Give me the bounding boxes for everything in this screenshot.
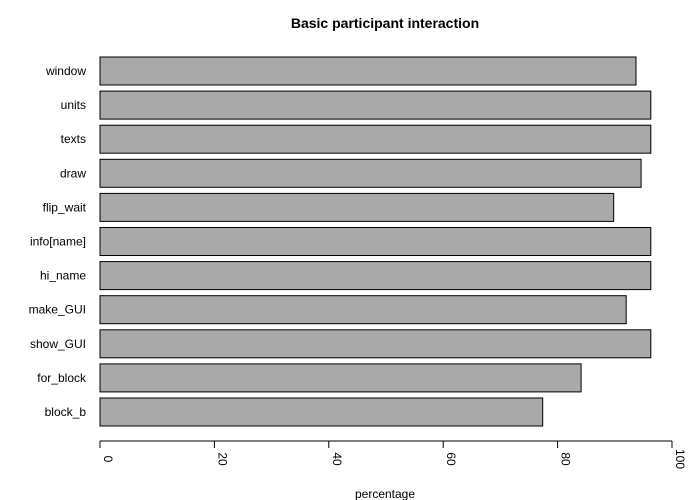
x-tick-label: 100 (673, 449, 687, 469)
category-label: draw (60, 166, 86, 180)
category-label: block_b (45, 405, 87, 419)
x-axis: 0 20 40 60 80 100 (99, 440, 687, 469)
x-tick-label: 40 (330, 452, 344, 466)
category-label: for_block (37, 371, 87, 385)
bar (99, 56, 637, 86)
bar (99, 397, 544, 427)
x-tick-label: 0 (101, 456, 115, 463)
bar (99, 363, 582, 393)
x-tick-label: 20 (215, 452, 229, 466)
category-label: info[name] (30, 235, 86, 249)
chart-title: Basic participant interaction (291, 15, 479, 31)
bar (99, 124, 652, 154)
category-label: texts (61, 132, 86, 146)
category-labels: window units texts draw flip_wait info[name] h… (29, 64, 87, 419)
bar (99, 90, 652, 120)
x-tick-label: 80 (559, 452, 573, 466)
bars-group (99, 56, 652, 427)
category-label: show_GUI (30, 337, 86, 351)
bar (99, 192, 615, 222)
category-label: make_GUI (29, 303, 86, 317)
category-label: hi_name (40, 269, 86, 283)
bar (99, 295, 627, 325)
bar (99, 261, 652, 291)
category-label: flip_wait (43, 200, 87, 214)
bar (99, 227, 652, 256)
bar (99, 158, 642, 188)
category-label: window (45, 64, 86, 78)
category-label: units (61, 98, 86, 112)
bar (99, 329, 652, 359)
x-axis-label: percentage (355, 487, 415, 500)
x-tick-label: 60 (444, 452, 458, 466)
